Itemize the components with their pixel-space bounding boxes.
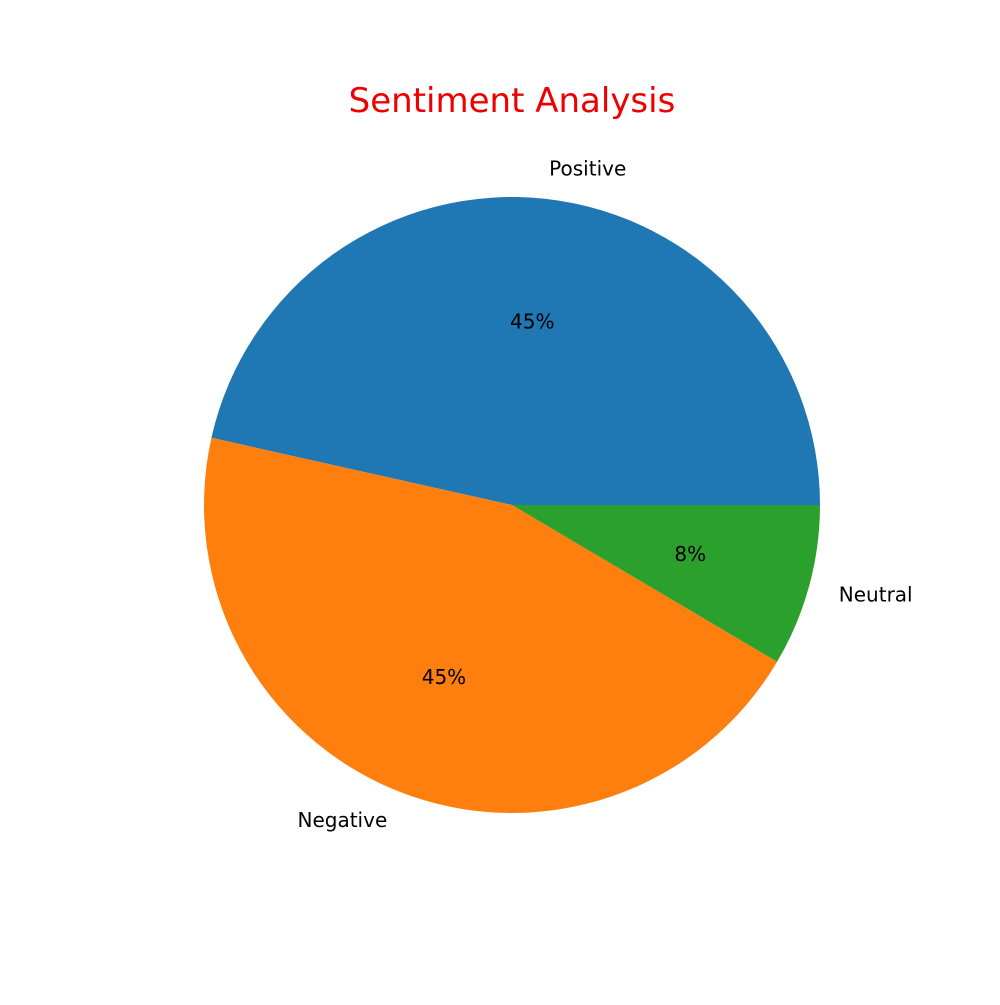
pie-pct-label-positive: 45% [510, 309, 554, 333]
pie-slice-negative [204, 437, 778, 813]
pie-slice-neutral [512, 505, 820, 662]
pie-pct-label-negative: 45% [422, 665, 466, 689]
pie-category-label-negative: Negative [298, 808, 388, 832]
pie-category-label-positive: Positive [549, 156, 626, 180]
pie-category-label-neutral: Neutral [839, 582, 913, 606]
pie-pct-label-neutral: 8% [674, 542, 706, 566]
pie-slice-positive [211, 197, 821, 506]
pie-labels: 45% Positive 45% Negative 8% Neutral [298, 156, 913, 832]
chart-title: Sentiment Analysis [349, 81, 676, 121]
pie-slices [204, 197, 821, 813]
